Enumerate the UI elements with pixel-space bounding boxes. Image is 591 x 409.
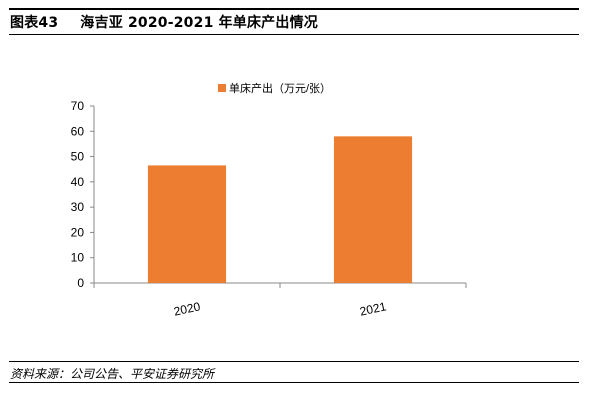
legend: 单床产出（万元/张） bbox=[218, 81, 331, 95]
figure-title-text: 海吉亚 2020-2021 年单床产出情况 bbox=[80, 15, 318, 31]
figure-title: 图表43 海吉亚 2020-2021 年单床产出情况 bbox=[10, 12, 318, 32]
y-tick-label: 50 bbox=[71, 150, 85, 164]
y-tick-label: 40 bbox=[71, 175, 85, 189]
y-axis: 0 10 20 30 40 50 60 70 bbox=[71, 99, 95, 290]
bottom-rule bbox=[9, 382, 579, 383]
x-axis: 2020 2021 bbox=[93, 282, 467, 319]
bar-2021 bbox=[333, 136, 413, 283]
y-tick-label: 30 bbox=[71, 200, 85, 214]
legend-label: 单床产出（万元/张） bbox=[229, 81, 331, 95]
bar-2020 bbox=[147, 165, 227, 283]
title-rule bbox=[9, 34, 579, 35]
y-tick-label: 70 bbox=[71, 99, 85, 113]
y-tick-label: 20 bbox=[71, 225, 85, 239]
figure-label: 图表43 bbox=[10, 15, 59, 31]
y-tick-label: 10 bbox=[71, 251, 85, 265]
bars bbox=[147, 136, 413, 283]
x-tick-label: 2021 bbox=[358, 299, 387, 318]
y-tick-label: 60 bbox=[71, 124, 85, 138]
source-rule bbox=[9, 361, 579, 362]
y-tick-label: 0 bbox=[77, 276, 84, 290]
x-tick-label: 2020 bbox=[172, 299, 201, 318]
source-note: 资料来源：公司公告、平安证券研究所 bbox=[10, 367, 215, 381]
top-rule bbox=[9, 8, 579, 10]
legend-swatch bbox=[218, 84, 226, 92]
